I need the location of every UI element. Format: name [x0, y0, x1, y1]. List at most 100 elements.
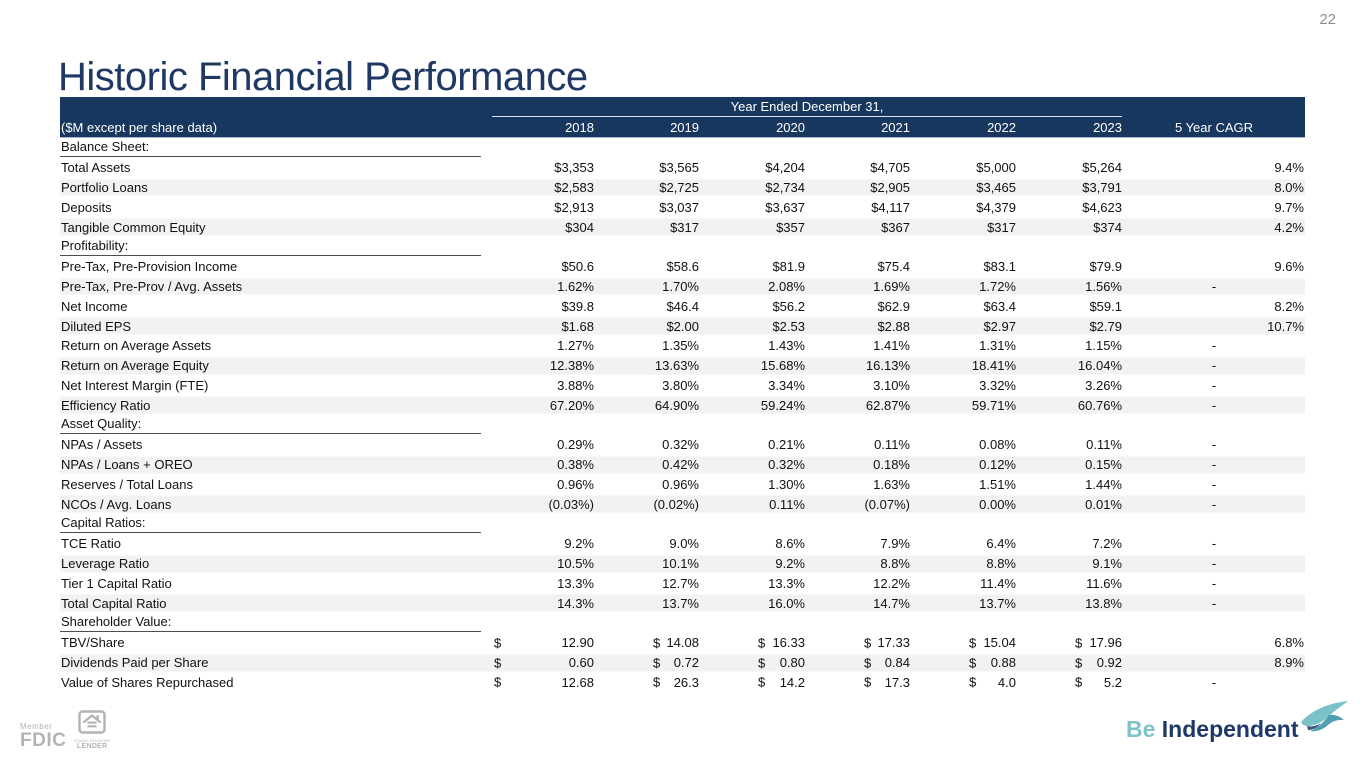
- member-label: Member: [20, 722, 53, 731]
- table-row-reserves-total-loans: Reserves / Total Loans 0.96% 0.96% 1.30% 1.6…: [60, 475, 1305, 495]
- value-cell: $317: [670, 219, 699, 235]
- row-label: NPAs / Loans + OREO: [61, 457, 193, 473]
- cagr-cell: -: [1211, 397, 1217, 413]
- row-label: Efficiency Ratio: [61, 397, 151, 413]
- row-label: Pre-Tax, Pre-Provision Income: [61, 259, 238, 275]
- member-fdic-logo: Member FDIC: [20, 722, 67, 751]
- table-row-net-income: Net Income $39.8 $46.4 $56.2 $62.9 $63.4 $59.1…: [60, 296, 1305, 316]
- dollar-sign: $: [864, 655, 872, 671]
- value-cell: $3,565: [659, 160, 699, 176]
- cagr-cell: -: [1211, 476, 1217, 492]
- value-cell: 8.6%: [775, 536, 805, 552]
- value-cell: $56.2: [772, 298, 805, 314]
- table-row-efficiency-ratio: Efficiency Ratio 67.20% 64.90% 59.24% 62.87%…: [60, 395, 1305, 416]
- row-label: Reserves / Total Loans: [61, 476, 193, 492]
- value-cell: 18.41%: [971, 358, 1016, 374]
- section-row-profitability: Profitability:: [60, 237, 1305, 257]
- value-cell: 16.04%: [1077, 358, 1122, 374]
- value-cell: 9.1%: [1092, 556, 1122, 572]
- dollar-sign: $: [653, 674, 661, 690]
- value-cell: 0.96%: [557, 476, 594, 492]
- dollar-sign: $: [969, 635, 977, 651]
- row-label: Tier 1 Capital Ratio: [61, 575, 172, 591]
- value-cell: $46.4: [666, 298, 699, 314]
- row-label: TBV/Share: [61, 635, 125, 651]
- value-cell: 7.2%: [1092, 536, 1122, 552]
- value-cell: 1.63%: [873, 476, 910, 492]
- value-cell: $317: [987, 219, 1016, 235]
- value-cell: $2.79: [1089, 318, 1122, 334]
- table-row-deposits: Deposits $2,913 $3,037 $3,637 $4,117 $4,379 $4…: [60, 197, 1305, 217]
- dollar-sign: $: [1075, 674, 1083, 690]
- value-cell: 0.18%: [873, 457, 910, 473]
- table-row-portfolio-loans: Portfolio Loans $2,583 $2,725 $2,734 $2,905 $…: [60, 177, 1305, 198]
- value-cell: $357: [776, 219, 805, 235]
- value-cell: $16.33: [700, 635, 806, 650]
- value-cell: 0.11%: [874, 437, 910, 453]
- bird-icon: [1297, 700, 1349, 743]
- section-row-balance-sheet: Balance Sheet:: [60, 138, 1305, 158]
- value-cell: 11.4%: [980, 575, 1016, 591]
- value-number: 4.0: [997, 674, 1016, 690]
- value-cell: 1.70%: [662, 278, 699, 294]
- year-col-2019: 2019: [595, 120, 700, 138]
- table-row-npas-loans-oreo: NPAs / Loans + OREO 0.38% 0.42% 0.32% 0.18% 0…: [60, 454, 1305, 475]
- value-cell: 59.71%: [971, 397, 1016, 413]
- value-cell: $17.96: [1017, 635, 1123, 650]
- value-number: 0.80: [779, 655, 805, 671]
- value-cell: $1.68: [561, 318, 594, 334]
- value-cell: $374: [1093, 219, 1122, 235]
- value-cell: 0.42%: [662, 457, 699, 473]
- value-cell: $2,734: [765, 179, 805, 195]
- cagr-cell: -: [1211, 457, 1217, 473]
- value-cell: 16.0%: [768, 595, 805, 611]
- value-number: 26.3: [673, 674, 699, 690]
- table-row-npas-assets: NPAs / Assets 0.29% 0.32% 0.21% 0.11% 0.08% 0.…: [60, 435, 1305, 455]
- value-cell: 13.63%: [654, 358, 699, 374]
- value-cell: 13.3%: [768, 575, 805, 591]
- value-number: 12.90: [561, 635, 594, 651]
- dollar-sign: $: [1075, 635, 1083, 651]
- value-cell: $4,623: [1082, 199, 1122, 215]
- year-ended-header: Year Ended December 31,: [492, 99, 1122, 117]
- value-cell: $17.33: [806, 635, 911, 650]
- fdic-label: FDIC: [20, 730, 67, 751]
- cagr-cell: -: [1211, 358, 1217, 374]
- table-row-return-on-average-equity: Return on Average Equity 12.38% 13.63% 15.6…: [60, 355, 1305, 376]
- value-cell: 12.7%: [662, 575, 699, 591]
- value-cell: 0.12%: [979, 457, 1016, 473]
- value-cell: (0.07%): [864, 496, 910, 512]
- cagr-cell: 9.4%: [1274, 160, 1304, 176]
- lender-label: LENDER: [76, 743, 108, 750]
- cagr-cell: 4.2%: [1274, 219, 1304, 235]
- section-title: Balance Sheet:: [60, 139, 481, 157]
- dollar-sign: $: [864, 635, 872, 651]
- value-cell: 11.6%: [1086, 575, 1122, 591]
- section-title: Shareholder Value:: [60, 614, 481, 632]
- cagr-cell: -: [1211, 674, 1217, 690]
- value-cell: 64.90%: [654, 397, 699, 413]
- value-cell: $4,117: [871, 199, 910, 215]
- table-row-ncos-avg-loans: NCOs / Avg. Loans (0.03%) (0.02%) 0.11% (0.0…: [60, 494, 1305, 515]
- value-cell: 1.69%: [873, 278, 910, 294]
- dollar-sign: $: [1075, 655, 1083, 671]
- value-cell: $0.92: [1017, 655, 1123, 670]
- value-cell: $81.9: [772, 259, 805, 275]
- value-cell: $0.60: [490, 655, 595, 670]
- dollar-sign: $: [653, 635, 661, 651]
- cagr-cell: -: [1211, 575, 1217, 591]
- value-cell: $2,913: [554, 199, 594, 215]
- value-cell: $12.90: [490, 635, 595, 650]
- dollar-sign: $: [758, 655, 766, 671]
- value-cell: $50.6: [561, 259, 594, 275]
- year-col-2023: 2023: [1017, 120, 1123, 138]
- value-number: 0.84: [884, 655, 910, 671]
- row-label: Portfolio Loans: [61, 179, 148, 195]
- value-cell: $304: [565, 219, 594, 235]
- value-cell: 60.76%: [1077, 397, 1122, 413]
- cagr-header: 5 Year CAGR: [1123, 120, 1305, 138]
- value-cell: $2,725: [659, 179, 699, 195]
- value-cell: 1.41%: [873, 338, 910, 354]
- value-cell: $26.3: [595, 675, 700, 690]
- value-cell: $5.2: [1017, 675, 1123, 690]
